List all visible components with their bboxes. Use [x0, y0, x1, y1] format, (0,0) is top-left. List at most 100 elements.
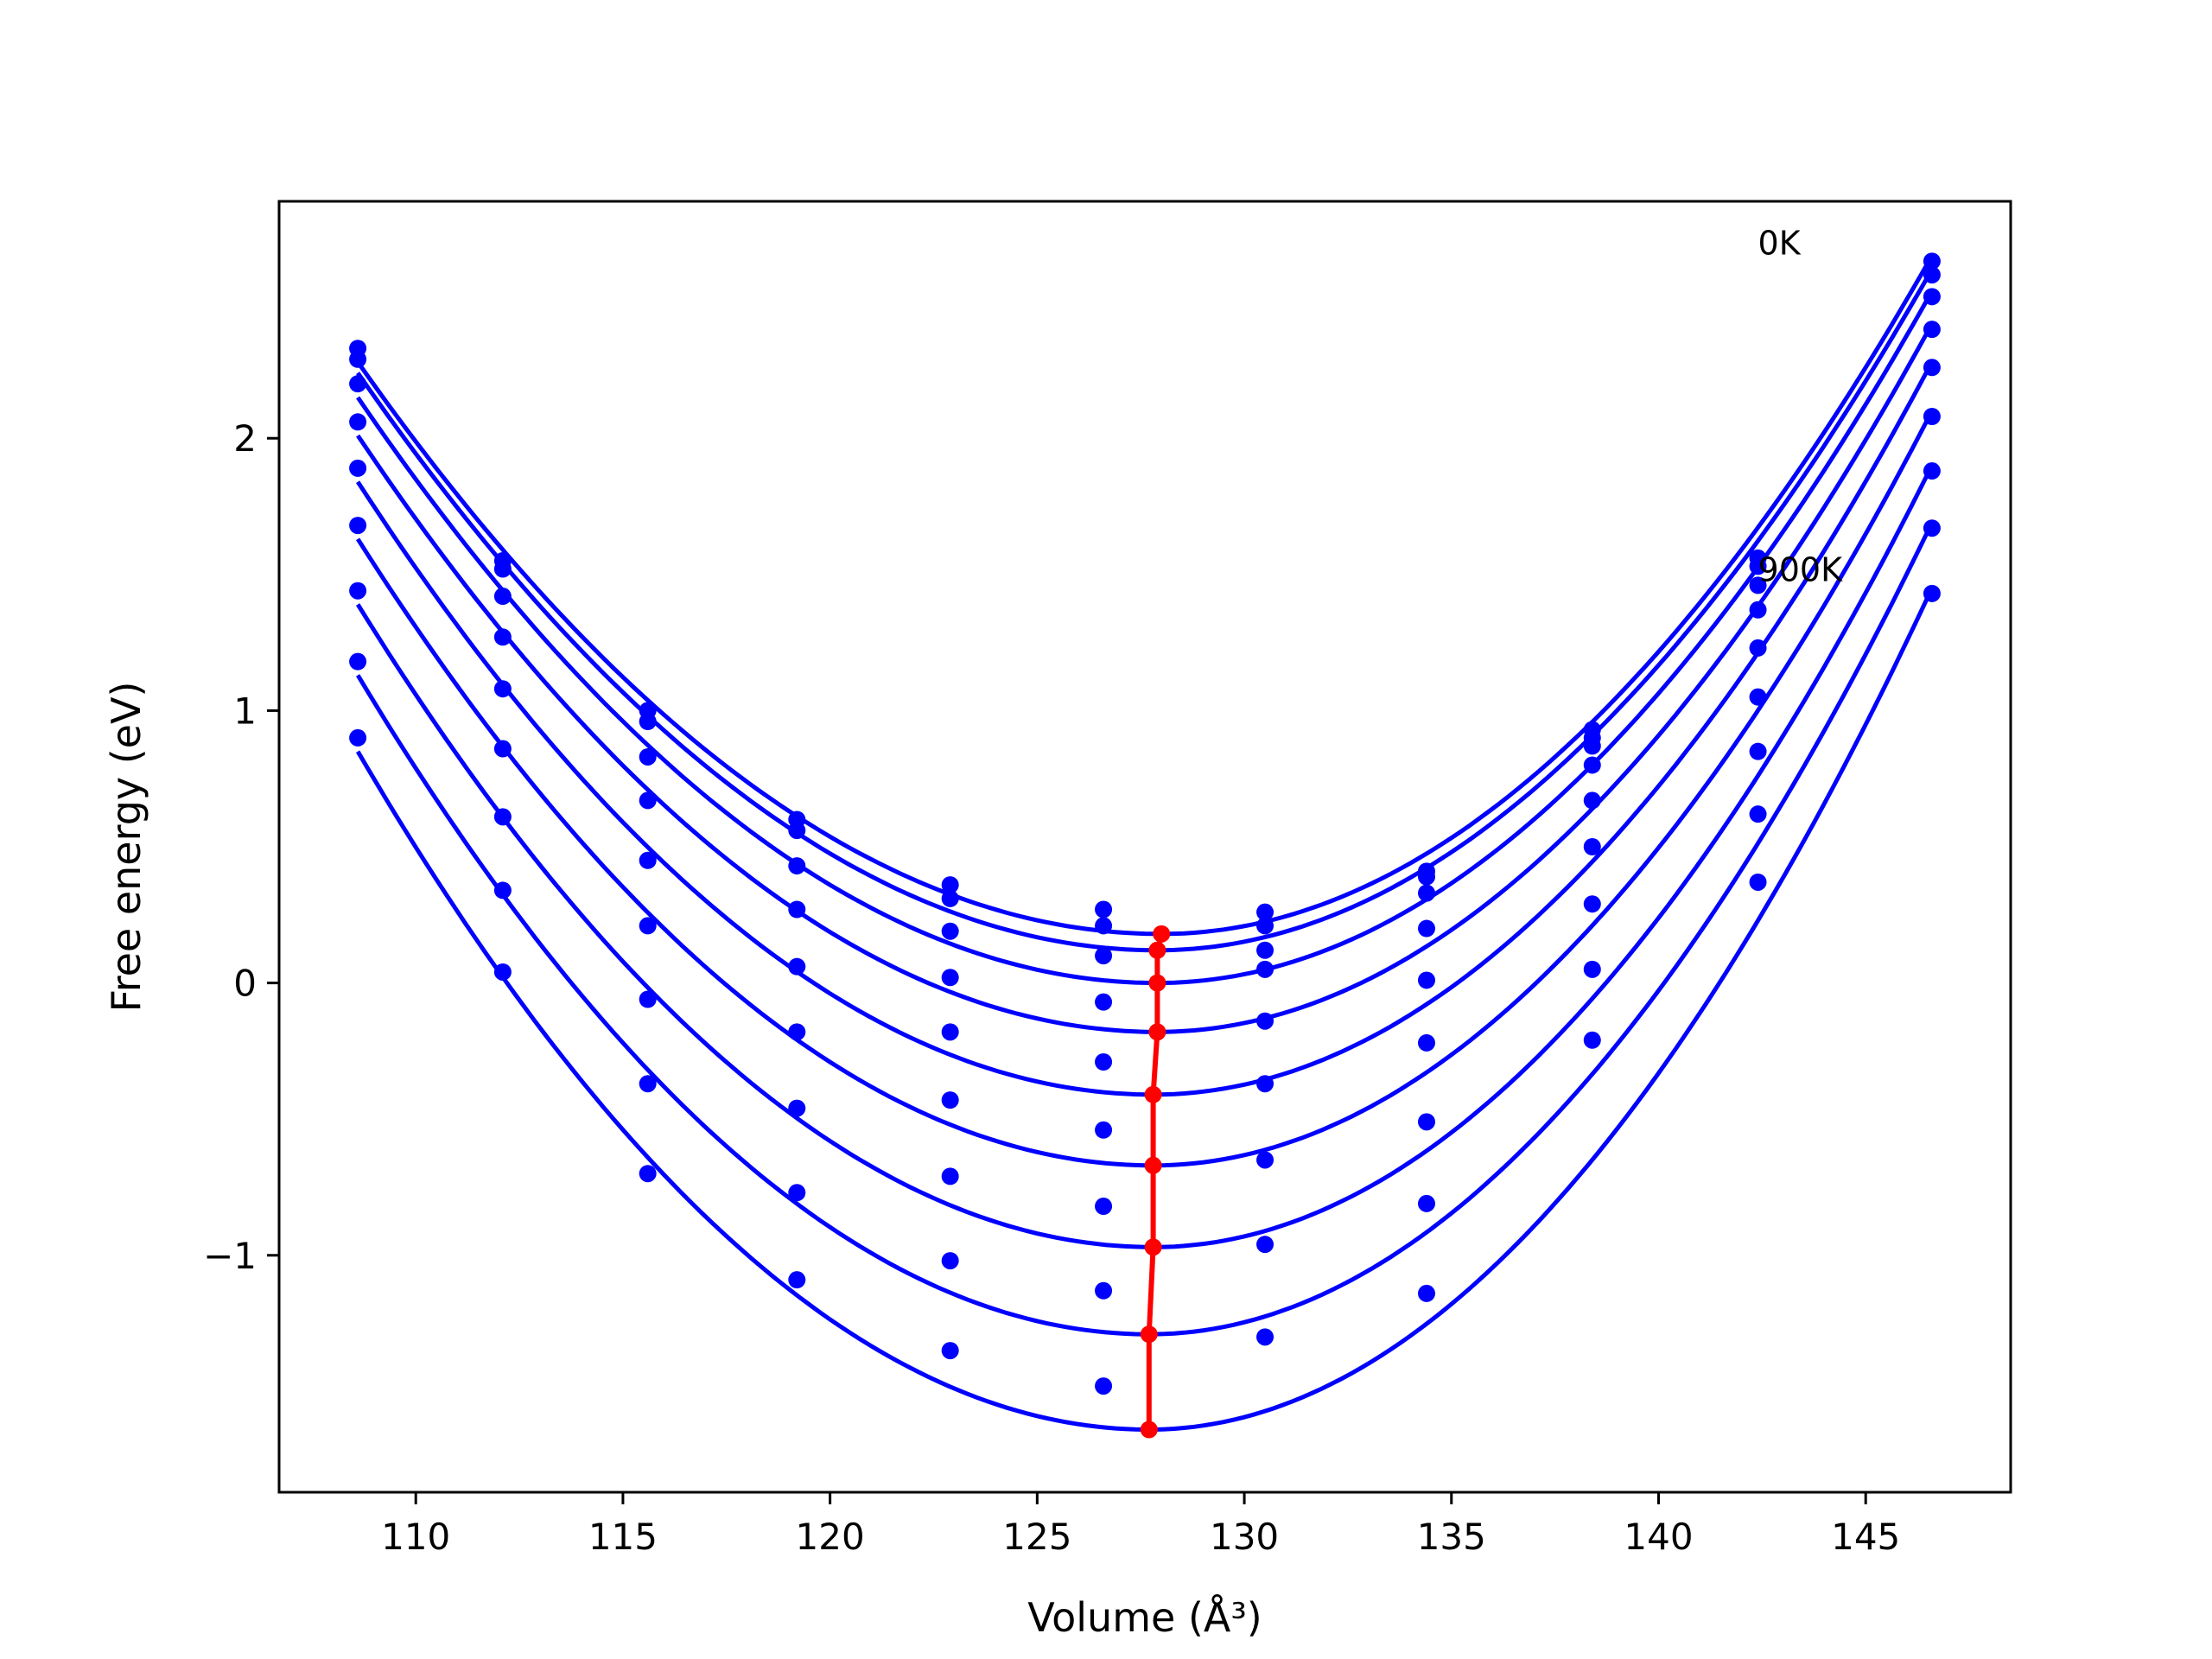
- data-point: [1749, 688, 1767, 706]
- x-tick-label: 130: [1210, 1516, 1279, 1558]
- data-point: [1418, 1284, 1436, 1302]
- y-axis-label: Free energy (eV): [103, 682, 149, 1013]
- data-point: [639, 1075, 657, 1093]
- x-axis-ticks: 110 115 120 125 130 135 140 145: [381, 1492, 1900, 1558]
- data-point: [1095, 1377, 1113, 1395]
- minimum-point: [1140, 1325, 1158, 1344]
- data-point: [1095, 1281, 1113, 1300]
- data-point: [349, 582, 367, 600]
- data-point: [788, 1023, 806, 1041]
- data-point: [639, 791, 657, 810]
- data-point: [349, 413, 367, 431]
- data-point: [493, 963, 512, 981]
- data-point: [1749, 557, 1767, 575]
- minimum-point: [1148, 1023, 1166, 1041]
- data-point: [639, 747, 657, 766]
- data-point: [349, 728, 367, 747]
- y-tick-label: −1: [203, 1235, 257, 1277]
- data-point: [639, 990, 657, 1008]
- data-point: [1256, 1151, 1274, 1169]
- data-point: [1418, 1033, 1436, 1052]
- data-point: [941, 1167, 959, 1185]
- x-tick-label: 135: [1417, 1516, 1486, 1558]
- y-tick-label: 2: [233, 417, 257, 460]
- data-point: [1256, 941, 1274, 959]
- fitted-curves: [355, 254, 1935, 1432]
- minimum-point: [1144, 1156, 1162, 1174]
- x-tick-label: 140: [1624, 1516, 1693, 1558]
- data-point: [941, 969, 959, 987]
- minimum-energy-line: [1140, 925, 1171, 1439]
- data-point: [1749, 639, 1767, 657]
- data-point: [1095, 917, 1113, 935]
- data-point: [639, 1165, 657, 1183]
- data-point: [788, 1099, 806, 1117]
- data-point: [1256, 1236, 1274, 1254]
- data-point: [493, 588, 512, 606]
- x-tick-label: 125: [1002, 1516, 1071, 1558]
- temperature-label: 900K: [1758, 551, 1844, 589]
- data-point: [493, 680, 512, 698]
- data-point: [788, 1271, 806, 1289]
- data-point: [1095, 1121, 1113, 1139]
- data-point: [1256, 1075, 1274, 1093]
- data-point: [1418, 1113, 1436, 1131]
- fit-curve-500k: [355, 410, 1935, 1168]
- data-point: [941, 922, 959, 940]
- data-point: [1256, 1012, 1274, 1030]
- data-point: [1583, 1031, 1601, 1049]
- data-point: [1923, 584, 1941, 602]
- data-point: [639, 917, 657, 935]
- data-point: [1583, 960, 1601, 978]
- data-point: [1418, 884, 1436, 902]
- minimum-point: [1148, 941, 1166, 959]
- data-point: [1923, 266, 1941, 284]
- data-point: [1095, 900, 1113, 918]
- data-point: [1095, 993, 1113, 1011]
- data-point: [493, 628, 512, 646]
- data-point: [349, 350, 367, 368]
- data-point: [493, 881, 512, 899]
- minimum-point: [1148, 974, 1166, 992]
- data-point: [1418, 868, 1436, 886]
- data-point: [1418, 919, 1436, 938]
- data-point: [1583, 791, 1601, 810]
- data-point: [1583, 756, 1601, 774]
- data-point: [1923, 288, 1941, 306]
- plot-frame: [277, 200, 2012, 1494]
- data-point: [788, 957, 806, 976]
- data-point: [639, 713, 657, 731]
- x-tick-label: 110: [381, 1516, 450, 1558]
- data-point: [788, 822, 806, 840]
- data-point: [941, 876, 959, 894]
- y-tick-label: 0: [233, 963, 257, 1005]
- fit-curve-0k: [356, 254, 1935, 937]
- data-point: [1256, 960, 1274, 978]
- data-point: [349, 459, 367, 477]
- x-tick-label: 115: [588, 1516, 658, 1558]
- data-point: [1923, 519, 1941, 537]
- y-axis-ticks: −1 0 1 2: [203, 417, 279, 1277]
- data-point: [1256, 903, 1274, 921]
- data-point: [1923, 462, 1941, 480]
- fit-curve-200k: [356, 289, 1935, 986]
- data-point: [1418, 1194, 1436, 1212]
- data-points: [349, 252, 1941, 1395]
- data-point: [493, 740, 512, 758]
- data-point: [1749, 873, 1767, 891]
- minimum-point: [1140, 1421, 1158, 1439]
- data-point: [788, 900, 806, 918]
- data-point: [1095, 1198, 1113, 1216]
- data-point: [788, 1184, 806, 1202]
- data-point: [1923, 359, 1941, 377]
- data-point: [1256, 1328, 1274, 1346]
- y-tick-label: 1: [233, 690, 257, 732]
- data-point: [941, 1023, 959, 1041]
- data-point: [1923, 408, 1941, 425]
- minimum-path: [1146, 933, 1165, 1430]
- temperature-annotations: 0K 900K: [1758, 224, 1844, 588]
- x-tick-label: 120: [796, 1516, 865, 1558]
- minimum-point: [1144, 1085, 1162, 1103]
- data-point: [1923, 252, 1941, 270]
